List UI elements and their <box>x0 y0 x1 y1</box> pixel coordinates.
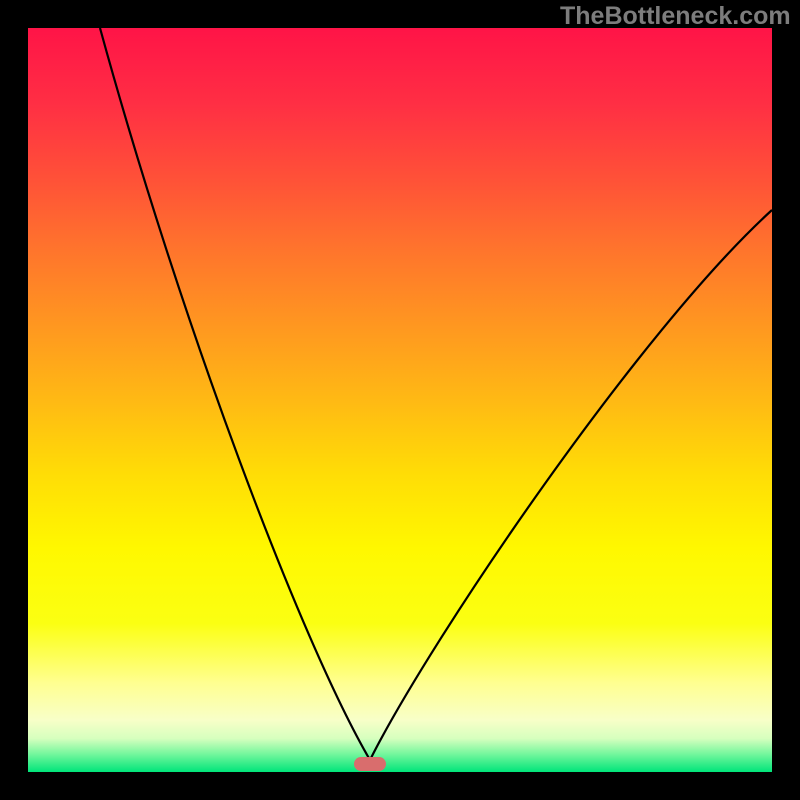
chart-canvas: TheBottleneck.com <box>0 0 800 800</box>
plot-svg <box>0 0 800 800</box>
gradient-plot-area <box>28 28 772 772</box>
watermark-text: TheBottleneck.com <box>560 2 791 31</box>
optimum-marker <box>354 757 386 771</box>
